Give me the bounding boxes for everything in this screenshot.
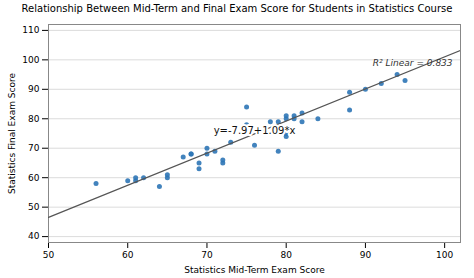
svg-text:100: 100 xyxy=(436,250,453,260)
svg-text:70: 70 xyxy=(201,250,213,260)
svg-text:Statistics Mid-Term Exam Score: Statistics Mid-Term Exam Score xyxy=(184,265,325,275)
svg-text:80: 80 xyxy=(280,250,292,260)
svg-text:80: 80 xyxy=(28,114,40,124)
svg-text:y=-7.97+1.09*x: y=-7.97+1.09*x xyxy=(214,125,296,136)
svg-text:90: 90 xyxy=(28,84,40,94)
html-text:Relationship Between Mid-Term: Relationship Between Mid-Term and Final … xyxy=(21,3,453,14)
svg-text:50: 50 xyxy=(28,202,40,212)
svg-text:70: 70 xyxy=(28,143,40,153)
svg-text:90: 90 xyxy=(360,250,372,260)
svg-text:40: 40 xyxy=(28,231,40,241)
svg-text:60: 60 xyxy=(28,173,40,183)
svg-text:50: 50 xyxy=(43,250,55,260)
svg-text:110: 110 xyxy=(22,25,39,35)
svg-text:R² Linear = 0.833: R² Linear = 0.833 xyxy=(373,58,453,68)
svg-text:60: 60 xyxy=(122,250,134,260)
svg-text:Statistics Final Exam Score: Statistics Final Exam Score xyxy=(7,73,17,194)
svg-text:100: 100 xyxy=(22,55,39,65)
